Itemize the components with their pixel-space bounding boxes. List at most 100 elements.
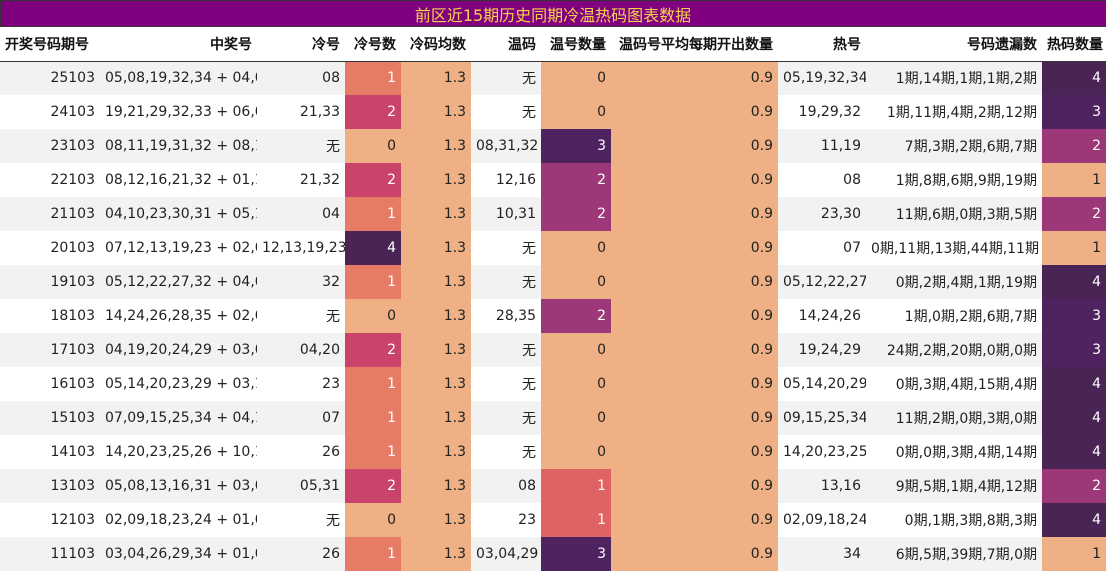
cell-warm: 无 <box>471 265 541 299</box>
cell-cold: 21,32 <box>257 163 345 197</box>
cell-cold-count: 2 <box>345 333 401 367</box>
cell-warm-count: 3 <box>541 537 611 571</box>
table-row: 12103 02,09,18,23,24 + 01,04 无 0 1.3 23 1 0.9 02… <box>0 503 1106 537</box>
cell-warm-avg: 0.9 <box>611 265 778 299</box>
cell-hot: 05,12,22,27 <box>778 265 866 299</box>
header-winning: 中奖号 <box>100 27 257 62</box>
header-hot: 热号 <box>778 27 866 62</box>
cell-issue: 14103 <box>0 435 100 469</box>
cell-warm-count: 0 <box>541 367 611 401</box>
cell-warm-count: 0 <box>541 333 611 367</box>
cell-hot: 19,29,32 <box>778 95 866 129</box>
title-text: 前区近15期历史同期冷温热码图表数据 <box>414 5 692 25</box>
cell-winning: 14,24,26,28,35 + 02,03 <box>100 299 257 333</box>
cell-cold: 04,20 <box>257 333 345 367</box>
table-row: 23103 08,11,19,31,32 + 08,11 无 0 1.3 08,31,32… <box>0 129 1106 163</box>
cell-issue: 16103 <box>0 367 100 401</box>
cell-miss: 0期,2期,4期,1期,19期 <box>866 265 1042 299</box>
cell-hot-count: 2 <box>1042 469 1106 503</box>
cell-cold-avg: 1.3 <box>401 435 471 469</box>
cell-hot-count: 3 <box>1042 95 1106 129</box>
cell-cold-count: 2 <box>345 469 401 503</box>
cell-hot-count: 4 <box>1042 265 1106 299</box>
cell-hot: 02,09,18,24 <box>778 503 866 537</box>
cell-winning: 02,09,18,23,24 + 01,04 <box>100 503 257 537</box>
cell-cold-count: 4 <box>345 231 401 265</box>
header-row: 开奖号码期号 中奖号 冷号 冷号数 冷码均数 温码 温号数量 温码号平均每期开出数量 热号 号码遗… <box>0 27 1106 62</box>
table-row: 13103 05,08,13,16,31 + 03,09 05,31 2 1.3 08 1 0… <box>0 469 1106 503</box>
header-warm: 温码 <box>471 27 541 62</box>
cell-winning: 08,11,19,31,32 + 08,11 <box>100 129 257 163</box>
cell-miss: 11期,2期,0期,3期,0期 <box>866 401 1042 435</box>
table-row: 14103 14,20,23,25,26 + 10,12 26 1 1.3 无 0 0.9 14… <box>0 435 1106 469</box>
cell-cold-count: 2 <box>345 163 401 197</box>
table-row: 17103 04,19,20,24,29 + 03,04 04,20 2 1.3 无 0 0.… <box>0 333 1106 367</box>
cell-miss: 24期,2期,20期,0期,0期 <box>866 333 1042 367</box>
cell-hot-count: 4 <box>1042 503 1106 537</box>
cell-winning: 19,21,29,32,33 + 06,08 <box>100 95 257 129</box>
cell-warm-avg: 0.9 <box>611 95 778 129</box>
cell-cold-count: 1 <box>345 61 401 95</box>
cell-warm-count: 0 <box>541 95 611 129</box>
cell-issue: 11103 <box>0 537 100 571</box>
table-row: 18103 14,24,26,28,35 + 02,03 无 0 1.3 28,35 2 0.… <box>0 299 1106 333</box>
cell-issue: 13103 <box>0 469 100 503</box>
table-row: 24103 19,21,29,32,33 + 06,08 21,33 2 1.3 无 0 0.… <box>0 95 1106 129</box>
cell-warm-count: 0 <box>541 435 611 469</box>
cell-issue: 15103 <box>0 401 100 435</box>
cell-issue: 22103 <box>0 163 100 197</box>
cell-hot: 07 <box>778 231 866 265</box>
cell-cold: 21,33 <box>257 95 345 129</box>
cell-cold: 26 <box>257 537 345 571</box>
cell-cold-count: 0 <box>345 299 401 333</box>
cell-issue: 21103 <box>0 197 100 231</box>
cell-issue: 12103 <box>0 503 100 537</box>
cell-miss: 1期,11期,4期,2期,12期 <box>866 95 1042 129</box>
cell-hot: 05,19,32,34 <box>778 61 866 95</box>
cell-cold-avg: 1.3 <box>401 367 471 401</box>
cell-warm-count: 0 <box>541 231 611 265</box>
cell-winning: 07,09,15,25,34 + 04,10 <box>100 401 257 435</box>
cell-warm-count: 1 <box>541 469 611 503</box>
cell-hot: 13,16 <box>778 469 866 503</box>
cell-warm: 08,31,32 <box>471 129 541 163</box>
cell-hot-count: 1 <box>1042 163 1106 197</box>
cell-warm: 无 <box>471 61 541 95</box>
cell-hot: 08 <box>778 163 866 197</box>
cell-warm: 12,16 <box>471 163 541 197</box>
cell-cold-avg: 1.3 <box>401 163 471 197</box>
cell-cold-count: 0 <box>345 129 401 163</box>
header-warm-count: 温号数量 <box>541 27 611 62</box>
cell-issue: 18103 <box>0 299 100 333</box>
table-row: 22103 08,12,16,21,32 + 01,12 21,32 2 1.3 12,1… <box>0 163 1106 197</box>
cell-hot-count: 4 <box>1042 367 1106 401</box>
cell-cold: 08 <box>257 61 345 95</box>
cell-warm-count: 3 <box>541 129 611 163</box>
cell-cold-avg: 1.3 <box>401 401 471 435</box>
header-warm-avg: 温码号平均每期开出数量 <box>611 27 778 62</box>
cell-cold: 23 <box>257 367 345 401</box>
header-cold-count: 冷号数 <box>345 27 401 62</box>
cell-warm-avg: 0.9 <box>611 435 778 469</box>
header-cold: 冷号 <box>257 27 345 62</box>
table-row: 16103 05,14,20,23,29 + 03,11 23 1 1.3 无 0 0.9 05… <box>0 367 1106 401</box>
cell-warm: 无 <box>471 435 541 469</box>
cell-cold-avg: 1.3 <box>401 231 471 265</box>
cell-miss: 1期,0期,2期,6期,7期 <box>866 299 1042 333</box>
cell-cold: 32 <box>257 265 345 299</box>
cell-warm-avg: 0.9 <box>611 503 778 537</box>
cell-warm-avg: 0.9 <box>611 333 778 367</box>
table-row: 19103 05,12,22,27,32 + 04,07 32 1 1.3 无 0 0.9 05… <box>0 265 1106 299</box>
table-row: 21103 04,10,23,30,31 + 05,11 04 1 1.3 10,31 2 0… <box>0 197 1106 231</box>
cell-cold-avg: 1.3 <box>401 129 471 163</box>
cell-cold: 04 <box>257 197 345 231</box>
cell-cold-avg: 1.3 <box>401 299 471 333</box>
cell-warm-count: 2 <box>541 299 611 333</box>
cell-issue: 25103 <box>0 61 100 95</box>
cell-warm: 10,31 <box>471 197 541 231</box>
cell-hot-count: 3 <box>1042 333 1106 367</box>
cell-cold: 无 <box>257 299 345 333</box>
cell-warm-count: 1 <box>541 503 611 537</box>
cell-hot-count: 4 <box>1042 435 1106 469</box>
cell-issue: 17103 <box>0 333 100 367</box>
